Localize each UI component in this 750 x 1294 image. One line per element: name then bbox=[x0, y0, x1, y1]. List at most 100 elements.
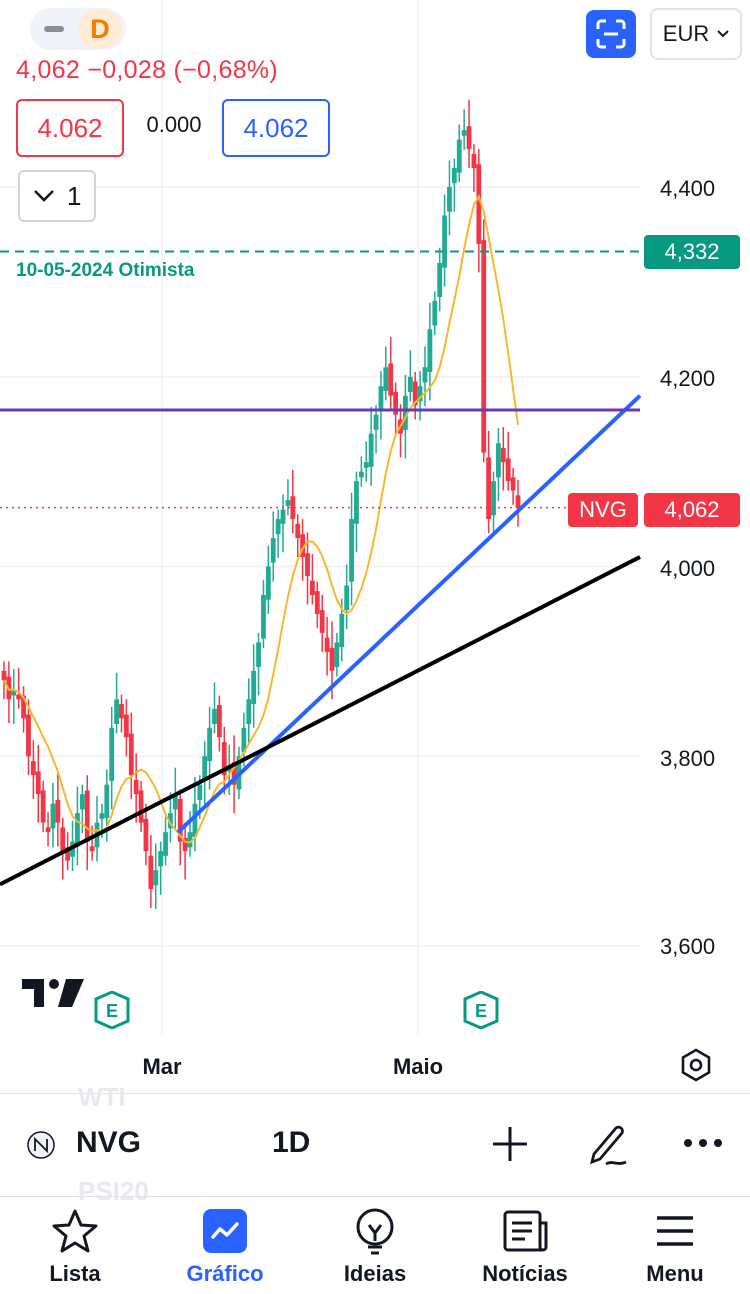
candle-body bbox=[1, 670, 7, 681]
news-icon bbox=[501, 1207, 549, 1255]
candle-body bbox=[246, 699, 252, 724]
last-price-symbol-label: NVG bbox=[568, 493, 638, 527]
candle-body bbox=[461, 130, 467, 136]
candle-body bbox=[300, 534, 306, 558]
plus-icon[interactable] bbox=[490, 1124, 530, 1164]
candle-body bbox=[26, 714, 31, 757]
candle-body bbox=[358, 471, 364, 478]
drawing-tools-icon[interactable] bbox=[584, 1120, 632, 1168]
candle-body bbox=[11, 689, 17, 696]
y-tick-label: 4,000 bbox=[660, 556, 716, 581]
y-tick-label: 3,800 bbox=[660, 746, 716, 771]
candle-body bbox=[407, 376, 413, 392]
candle-body bbox=[481, 240, 487, 453]
candle-body bbox=[334, 642, 340, 668]
chart-area[interactable]: D 4,062 −0,028 (−0,68%) 4.062 0.000 4.06… bbox=[0, 0, 750, 1092]
spread-value: 0.000 bbox=[146, 112, 202, 137]
candle-body bbox=[354, 481, 359, 524]
indicator-count: 1 bbox=[67, 180, 82, 211]
candle-body bbox=[447, 187, 452, 212]
candle-body bbox=[500, 447, 506, 463]
candle-body bbox=[256, 642, 261, 668]
candle-body bbox=[168, 813, 173, 829]
symbol-logo-icon[interactable] bbox=[26, 1130, 56, 1160]
lightbulb-icon bbox=[351, 1207, 399, 1255]
interval-pill[interactable]: D bbox=[30, 8, 126, 50]
candle-body bbox=[471, 153, 477, 169]
last-price-label: 4,062 bbox=[644, 493, 740, 527]
interval-badge[interactable]: D bbox=[78, 10, 122, 48]
currency-label: EUR bbox=[662, 21, 710, 46]
menu-icon bbox=[651, 1207, 699, 1255]
tradingview-logo[interactable] bbox=[22, 975, 86, 1011]
candle-body bbox=[329, 648, 335, 671]
candle-body bbox=[496, 443, 501, 478]
earnings-icon[interactable]: E bbox=[94, 991, 130, 1029]
nav-item-grafico[interactable]: Gráfico bbox=[150, 1197, 300, 1294]
candle-body bbox=[373, 414, 379, 430]
candle-body bbox=[295, 523, 301, 539]
candle-body bbox=[45, 827, 51, 833]
y-tick-label: 4,200 bbox=[660, 366, 716, 391]
candle-body bbox=[133, 779, 139, 795]
candle-body bbox=[310, 580, 315, 595]
candle-body bbox=[143, 818, 149, 852]
candle-body bbox=[231, 761, 237, 785]
collapse-legend-icon[interactable] bbox=[30, 8, 78, 50]
candle-body bbox=[35, 771, 41, 795]
fullscreen-button[interactable] bbox=[586, 10, 636, 58]
y-tick-label: 4,400 bbox=[660, 176, 716, 201]
candle-body bbox=[305, 553, 310, 576]
buy-button[interactable]: 4.062 bbox=[222, 99, 330, 157]
alert-line-label[interactable]: 10-05-2024 Otimista bbox=[16, 260, 195, 281]
candle-body bbox=[212, 708, 217, 724]
candle-body bbox=[119, 704, 124, 719]
candle-body bbox=[275, 519, 281, 535]
candle-body bbox=[476, 164, 482, 244]
candle-body bbox=[207, 727, 212, 761]
candle-body bbox=[114, 699, 119, 724]
more-icon[interactable] bbox=[682, 1136, 724, 1150]
candle-body bbox=[75, 813, 80, 847]
candle-body bbox=[412, 381, 418, 406]
candle-body bbox=[158, 851, 164, 867]
nav-item-ideias[interactable]: Ideias bbox=[300, 1197, 450, 1294]
candle-body bbox=[40, 790, 46, 823]
candle-body bbox=[197, 784, 203, 800]
candle-body bbox=[456, 139, 462, 173]
candle-body bbox=[437, 262, 443, 298]
symbol-button[interactable]: NVG bbox=[76, 1126, 142, 1159]
chart-settings-icon[interactable] bbox=[680, 1048, 712, 1082]
nav-label: Notícias bbox=[482, 1261, 568, 1286]
candle-body bbox=[153, 870, 159, 886]
svg-text:E: E bbox=[475, 1001, 487, 1021]
candle-body bbox=[319, 610, 325, 633]
candle-body bbox=[16, 694, 22, 700]
fullscreen-icon bbox=[596, 19, 626, 49]
candle-body bbox=[177, 798, 183, 842]
candle-body bbox=[221, 742, 227, 776]
candle-body bbox=[270, 538, 276, 563]
candle-body bbox=[187, 832, 193, 848]
currency-select[interactable]: EUR bbox=[650, 8, 742, 60]
nav-item-lista[interactable]: Lista bbox=[0, 1197, 150, 1294]
candle-body bbox=[89, 846, 95, 852]
candle-body bbox=[148, 855, 154, 890]
candle-body bbox=[104, 784, 110, 818]
candle-body bbox=[128, 733, 134, 776]
candle-body bbox=[55, 799, 61, 823]
star-icon bbox=[51, 1207, 99, 1255]
interval-button[interactable]: 1D bbox=[272, 1126, 311, 1159]
indicators-toggle[interactable]: 1 bbox=[18, 170, 96, 222]
chevron-down-icon bbox=[33, 190, 54, 202]
candle-body bbox=[388, 363, 394, 396]
candle-body bbox=[344, 585, 350, 611]
sell-button[interactable]: 4.062 bbox=[16, 99, 124, 157]
earnings-icon[interactable]: E bbox=[463, 991, 499, 1029]
price-chart[interactable] bbox=[0, 0, 750, 1092]
nav-item-menu[interactable]: Menu bbox=[600, 1197, 750, 1294]
nav-item-noticias[interactable]: Notícias bbox=[450, 1197, 600, 1294]
bottom-navigation: Lista Gráfico Ideias Notícias Menu bbox=[0, 1196, 750, 1294]
candle-body bbox=[510, 477, 516, 491]
x-tick-label: Mar bbox=[142, 1054, 182, 1079]
